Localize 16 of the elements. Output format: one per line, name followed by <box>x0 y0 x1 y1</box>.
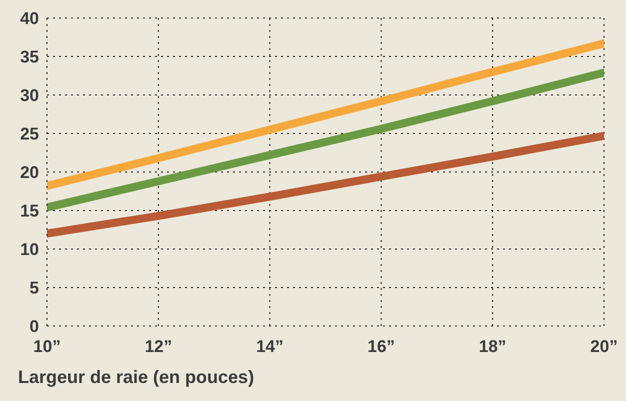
x-tick-label: 12” <box>144 337 172 356</box>
x-tick-label: 16” <box>367 337 395 356</box>
y-tick-label: 25 <box>20 124 39 144</box>
x-tick-label: 20” <box>590 337 618 356</box>
y-tick-label: 15 <box>20 202 39 221</box>
y-tick-label: 30 <box>20 86 39 106</box>
y-tick-label: 0 <box>30 317 39 336</box>
x-axis-title: Largeur de raie (en pouces) <box>18 367 254 388</box>
y-tick-label: 35 <box>20 48 39 67</box>
x-tick-label: 18” <box>478 337 506 356</box>
y-tick-label: 5 <box>30 278 39 298</box>
x-tick-label: 14” <box>256 337 284 356</box>
y-tick-label: 20 <box>20 163 39 182</box>
y-tick-label: 40 <box>20 9 39 28</box>
y-tick-label: 10 <box>20 240 39 260</box>
x-tick-label: 10” <box>33 337 61 356</box>
